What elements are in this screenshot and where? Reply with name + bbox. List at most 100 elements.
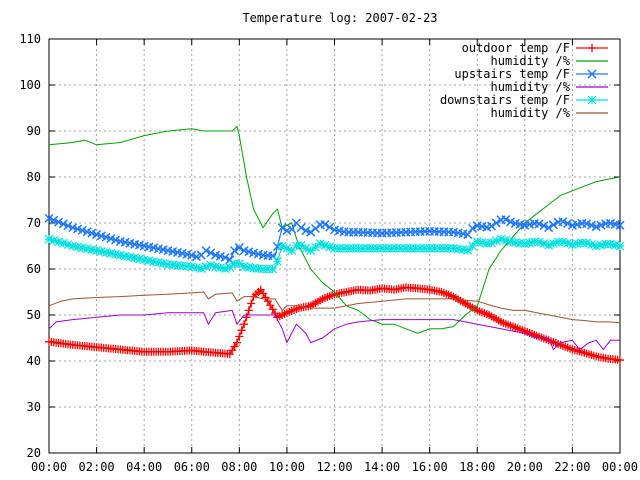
x-tick-label: 08:00 <box>221 460 257 474</box>
point-marker <box>344 243 354 253</box>
point-marker <box>534 237 544 247</box>
point-marker <box>49 215 59 225</box>
point-marker <box>458 245 468 255</box>
point-marker <box>334 243 344 253</box>
y-tick-label: 70 <box>27 216 41 230</box>
point-marker <box>529 237 539 247</box>
point-marker <box>287 224 297 234</box>
point-marker <box>353 243 363 253</box>
point-marker <box>177 261 187 271</box>
legend-label: downstairs temp /F <box>440 93 570 107</box>
point-marker <box>358 243 368 253</box>
x-tick-label: 02:00 <box>79 460 115 474</box>
point-marker <box>577 238 587 248</box>
point-marker <box>268 264 278 274</box>
point-marker <box>310 223 320 234</box>
point-marker <box>92 246 102 256</box>
chart-title: Temperature log: 2007-02-23 <box>242 11 437 25</box>
point-marker <box>73 242 82 252</box>
point-marker <box>230 246 240 256</box>
point-marker <box>192 263 201 273</box>
point-marker <box>154 258 163 267</box>
point-marker <box>235 332 244 341</box>
point-marker <box>234 243 244 253</box>
x-tick-label: 06:00 <box>174 460 210 474</box>
point-marker <box>616 356 624 365</box>
point-marker <box>587 240 596 249</box>
point-marker <box>449 243 458 253</box>
y-tick-label: 30 <box>27 400 41 414</box>
point-marker <box>130 253 140 263</box>
legend-label: upstairs temp /F <box>454 67 570 81</box>
point-marker <box>496 234 506 244</box>
point-marker <box>240 320 249 329</box>
point-marker <box>563 238 573 248</box>
point-marker <box>487 238 496 248</box>
point-marker <box>58 219 68 229</box>
series-lines <box>44 125 625 365</box>
point-marker <box>525 238 535 248</box>
point-marker <box>282 243 292 253</box>
point-marker <box>539 239 549 249</box>
series-4 <box>44 234 625 274</box>
point-marker <box>439 243 449 253</box>
point-marker <box>206 248 216 258</box>
point-marker <box>53 217 64 227</box>
point-marker <box>387 243 397 253</box>
x-tick-label: 14:00 <box>364 460 400 474</box>
point-marker <box>349 243 358 253</box>
point-marker <box>106 248 116 258</box>
point-marker <box>125 252 135 262</box>
point-marker <box>368 243 377 253</box>
point-marker <box>391 243 401 253</box>
point-marker <box>563 218 573 228</box>
x-tick-label: 10:00 <box>269 460 305 474</box>
y-tick-label: 60 <box>27 262 41 276</box>
point-marker <box>406 243 416 253</box>
point-marker <box>268 305 277 314</box>
point-marker <box>548 239 558 249</box>
point-marker <box>287 246 297 256</box>
point-marker <box>225 262 235 272</box>
point-marker <box>477 238 487 247</box>
y-tick-label: 50 <box>27 308 41 322</box>
point-marker <box>339 243 349 253</box>
point-marker <box>296 240 306 250</box>
point-marker <box>201 246 211 256</box>
legend-label: outdoor temp /F <box>462 41 570 55</box>
point-marker <box>325 222 335 232</box>
point-marker <box>101 248 111 257</box>
point-marker <box>44 213 54 223</box>
point-marker <box>277 223 287 233</box>
point-marker <box>215 263 225 273</box>
y-tick-label: 20 <box>27 446 41 460</box>
point-marker <box>201 262 211 272</box>
point-marker <box>44 234 54 244</box>
point-marker <box>553 237 563 247</box>
y-tick-label: 40 <box>27 354 41 368</box>
point-marker <box>232 338 241 347</box>
point-marker <box>266 301 275 310</box>
point-marker <box>472 237 482 247</box>
point-marker <box>430 243 439 253</box>
point-marker <box>306 246 316 256</box>
point-marker <box>58 238 68 248</box>
y-tick-label: 110 <box>19 32 41 46</box>
point-marker <box>320 219 330 229</box>
point-marker <box>420 243 430 253</box>
point-marker <box>520 239 530 249</box>
point-marker <box>292 241 301 251</box>
point-marker <box>196 264 206 273</box>
point-marker <box>96 247 106 256</box>
point-marker <box>548 220 558 230</box>
series-5 <box>48 291 621 324</box>
point-marker <box>601 239 611 249</box>
point-marker <box>230 259 239 269</box>
point-marker <box>187 262 197 272</box>
x-tick-label: 00:00 <box>31 460 67 474</box>
point-marker <box>615 241 625 251</box>
x-tick-label: 00:00 <box>602 460 638 474</box>
point-marker <box>572 239 582 249</box>
point-marker <box>587 95 597 105</box>
